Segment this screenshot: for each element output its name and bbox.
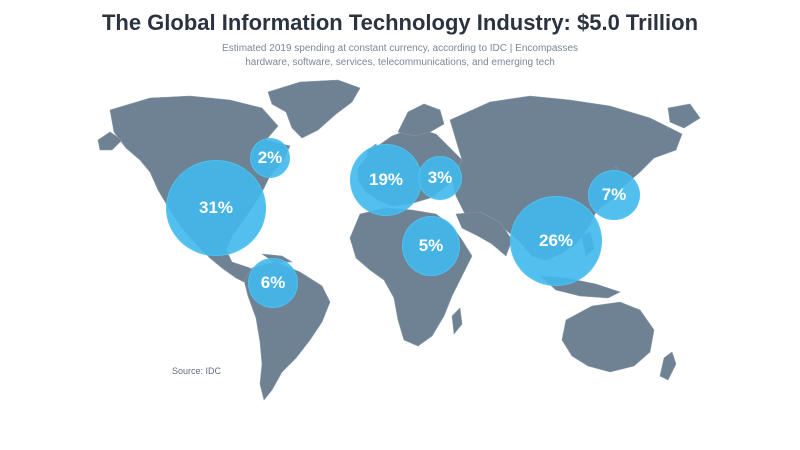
source-note: Source: IDC — [172, 366, 222, 376]
bubble-japan: 7% — [588, 170, 640, 220]
bubble-western-europe-label: 19% — [368, 170, 404, 189]
bubble-latin-america: 6% — [248, 258, 298, 308]
bubble-north-america-label: 31% — [198, 198, 234, 217]
bubble-middle-east-africa-label: 5% — [418, 236, 444, 255]
subtitle-line-1: Estimated 2019 spending at constant curr… — [222, 43, 578, 54]
bubble-japan-label: 7% — [601, 185, 627, 204]
bubble-canada-east-label: 2% — [257, 148, 283, 167]
bubble-north-america: 31% — [166, 160, 266, 256]
scandinavia-shape — [397, 103, 445, 137]
bubble-canada-east: 2% — [250, 138, 290, 178]
bubble-western-europe: 19% — [350, 144, 422, 216]
greenland-shape — [267, 79, 361, 139]
bubble-middle-east-africa: 5% — [402, 216, 460, 276]
page-title: The Global Information Technology Indust… — [101, 10, 699, 35]
madagascar-shape — [451, 307, 463, 335]
bubble-latin-america-label: 6% — [260, 273, 286, 292]
bubble-asia-pacific-label: 26% — [538, 231, 574, 250]
bubble-central-eastern-europe: 3% — [418, 156, 462, 200]
alaska-shape — [97, 131, 123, 151]
page-subtitle: Estimated 2019 spending at constant curr… — [150, 42, 650, 70]
new-zealand-shape — [659, 351, 677, 381]
bubble-central-eastern-europe-label: 3% — [427, 168, 453, 187]
arabia-india-shape — [455, 211, 513, 257]
bubble-asia-pacific: 26% — [510, 196, 602, 286]
australia-shape — [561, 301, 655, 373]
kamchatka-shape — [667, 103, 701, 129]
subtitle-line-2: hardware, software, services, telecommun… — [245, 57, 555, 68]
